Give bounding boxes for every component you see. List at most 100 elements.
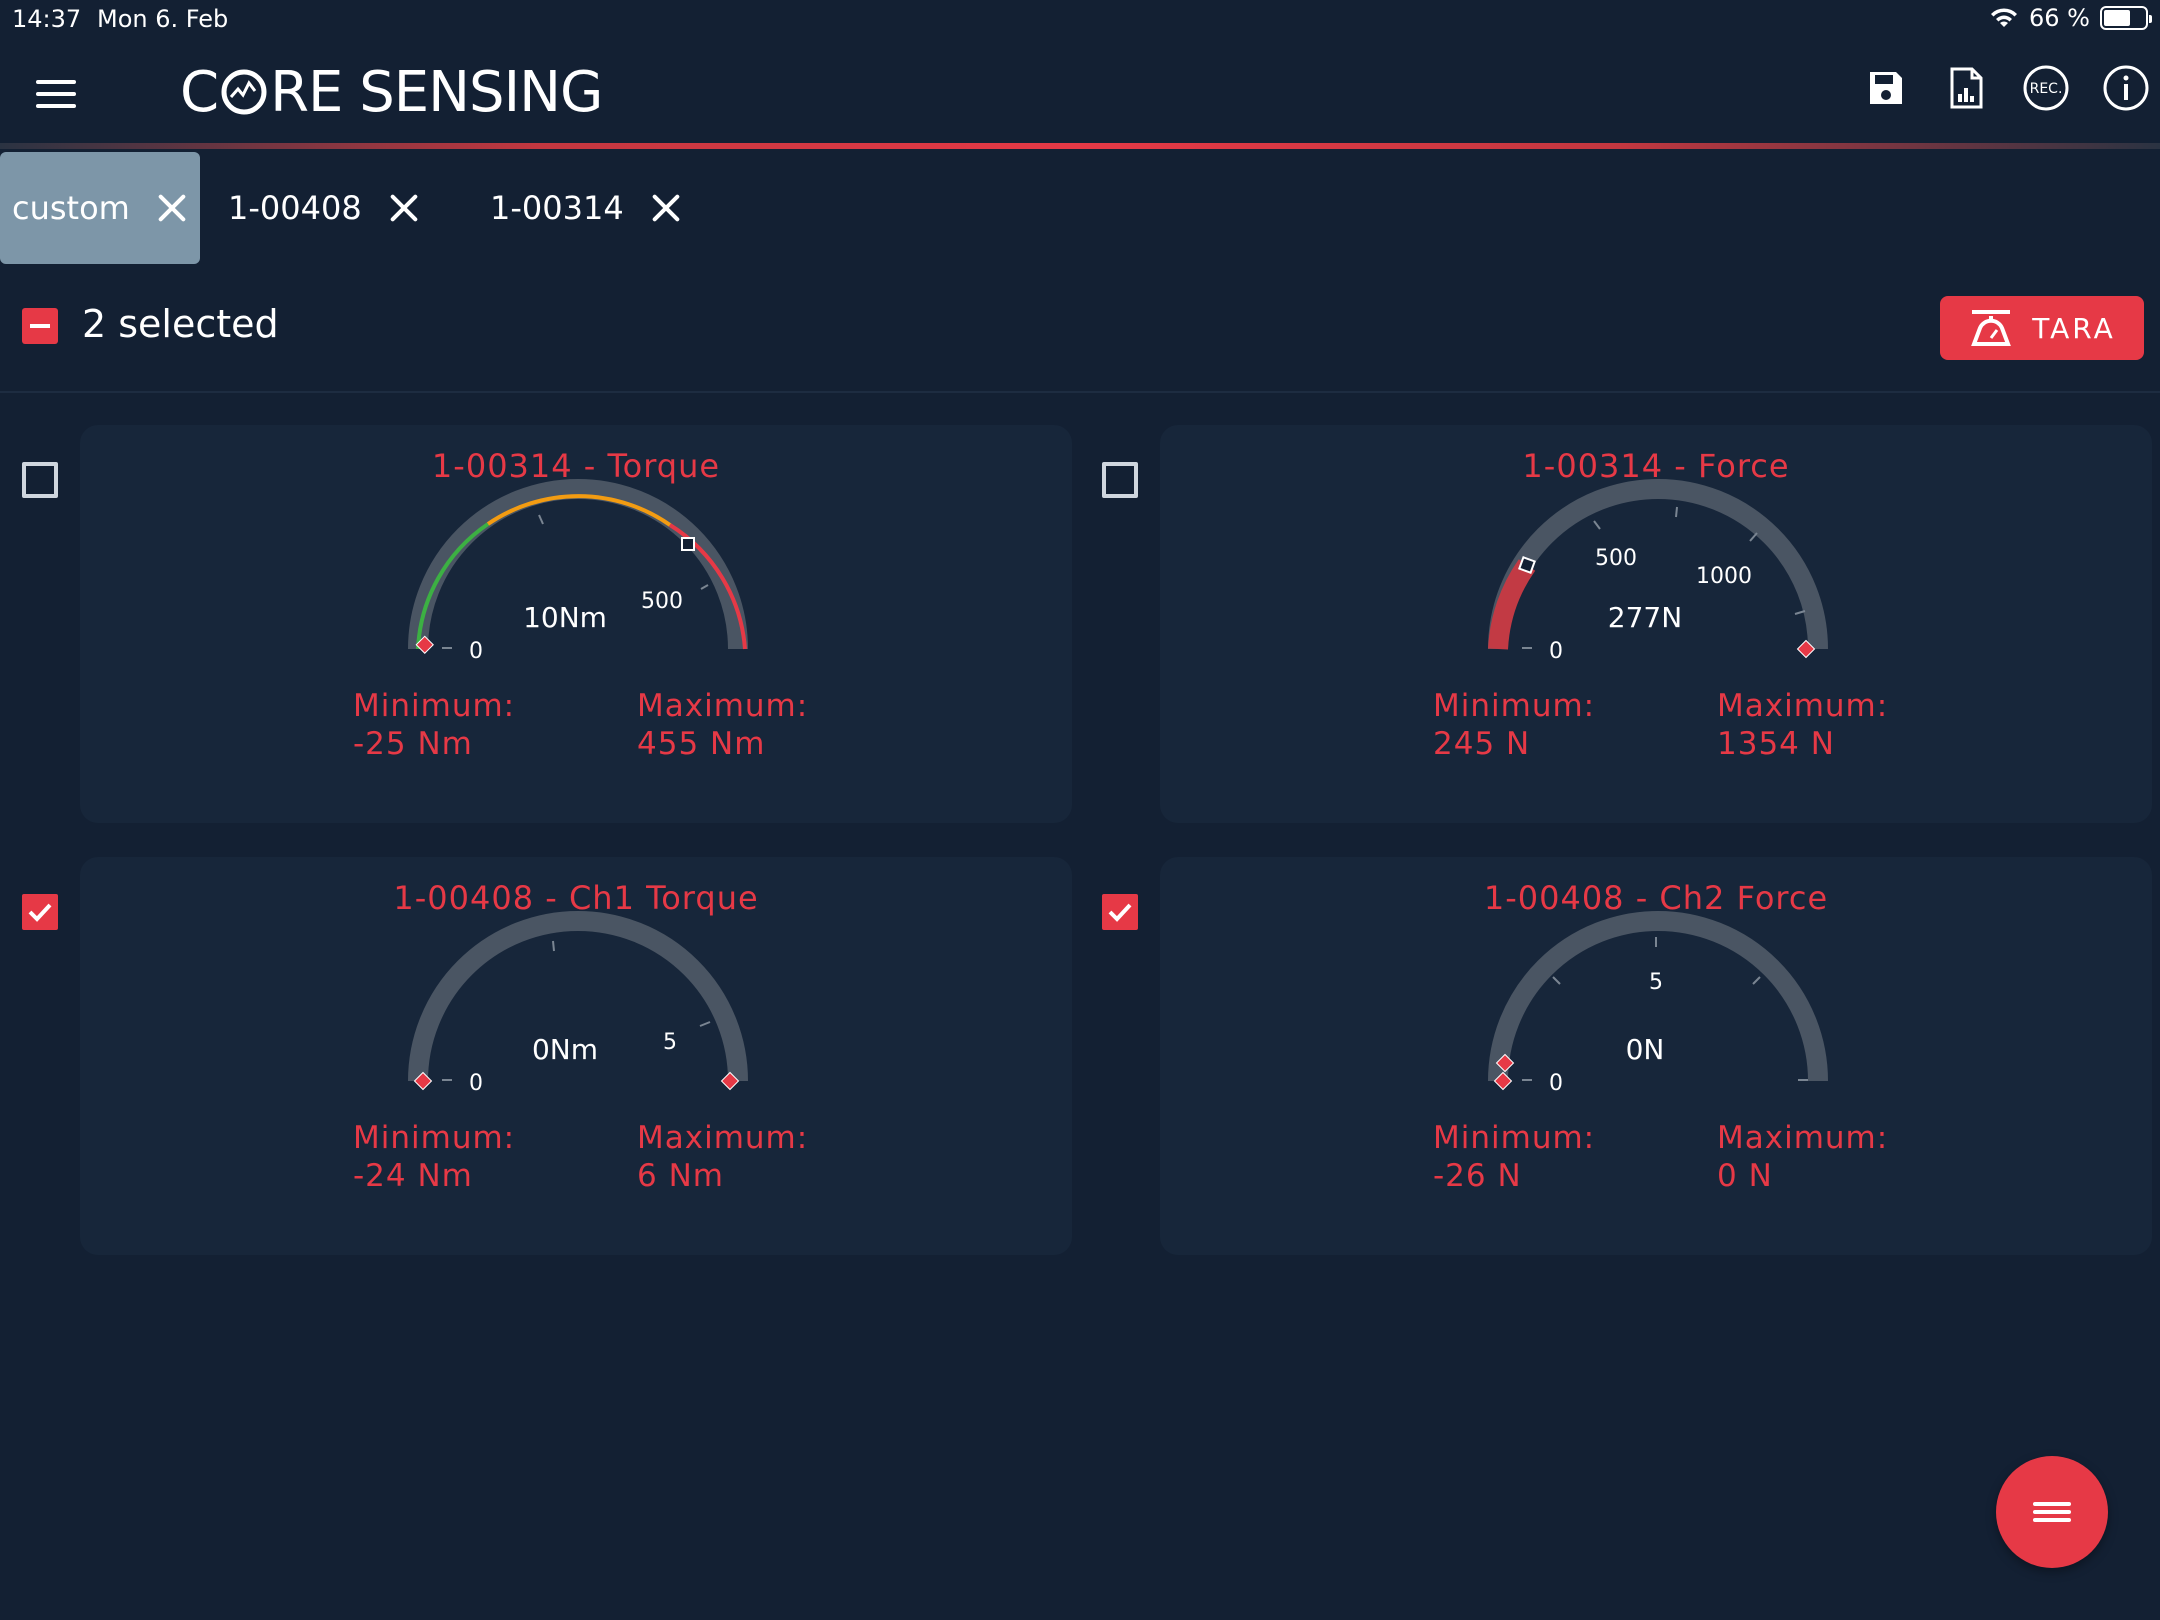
brand-logo: C RE SENSING xyxy=(180,60,603,125)
gauge-title: 1-00314 - Force xyxy=(1522,447,1790,485)
gauge-title: 1-00408 - Ch1 Torque xyxy=(393,879,759,917)
status-time: 14:37 xyxy=(12,5,82,33)
gauge-maximum: Maximum: 1354 N xyxy=(1717,688,1889,762)
app-bar-divider xyxy=(0,143,2160,149)
tab-label: 1-00408 xyxy=(228,189,362,227)
brand-logo-o-icon xyxy=(221,69,267,115)
svg-text:REC.: REC. xyxy=(2030,81,2063,97)
battery-icon xyxy=(2100,6,2152,30)
gauge-tick xyxy=(1552,976,1561,985)
close-icon[interactable] xyxy=(156,192,188,224)
gauge-maximum: Maximum: 6 Nm xyxy=(637,1120,809,1194)
gauge-max-marker xyxy=(720,1071,740,1091)
gauge-value-arc xyxy=(1488,559,1536,650)
gauge-tick xyxy=(699,1021,711,1027)
gauge-dial: 0 500 10Nm xyxy=(408,479,748,664)
tara-label: TARA xyxy=(2032,311,2116,345)
gauge-checkbox[interactable] xyxy=(22,894,58,930)
gauge-tick xyxy=(1593,520,1601,530)
report-button[interactable] xyxy=(1942,64,1990,112)
gauge-maximum: Maximum: 455 Nm xyxy=(637,688,809,762)
tab-1-00408[interactable]: 1-00408 xyxy=(216,152,478,264)
gauge-card[interactable]: 1-00314 - Force 0 500 1000 277N Minimum:… xyxy=(1160,425,2152,823)
gauge-value: 0N xyxy=(1626,1033,1665,1066)
app-bar: C RE SENSING REC. xyxy=(0,40,2160,146)
select-all-checkbox[interactable] xyxy=(22,308,58,344)
wifi-icon xyxy=(1991,8,2018,27)
gauge-tick-label: 500 xyxy=(641,589,683,614)
gauge-value: 10Nm xyxy=(523,601,607,634)
app-actions: REC. xyxy=(1862,64,2150,112)
status-right: 66 % xyxy=(1989,4,2152,32)
gauge-tick xyxy=(1752,976,1761,985)
gauge-track xyxy=(408,911,748,1082)
gauge-zone-orange xyxy=(486,494,672,527)
checkmark-icon xyxy=(1108,903,1132,922)
tab-custom[interactable]: custom xyxy=(0,152,200,264)
save-button[interactable] xyxy=(1862,64,1910,112)
gauge-tick-label: 0 xyxy=(1549,1071,1563,1096)
scale-icon xyxy=(1971,310,2012,346)
tab-1-00314[interactable]: 1-00314 xyxy=(478,152,718,264)
device-tabs: custom 1-00408 1-00314 xyxy=(0,152,718,264)
close-icon[interactable] xyxy=(388,192,420,224)
gauge-title: 1-00314 - Torque xyxy=(431,447,721,485)
gauge-minimum: Minimum: -24 Nm xyxy=(353,1120,516,1194)
tab-label: 1-00314 xyxy=(490,189,624,227)
status-bar: 14:37 Mon 6. Feb 66 % xyxy=(0,0,2160,40)
menu-button[interactable] xyxy=(36,80,76,108)
gauge-value-marker xyxy=(681,537,695,551)
gauge-card[interactable]: 1-00408 - Ch1 Torque 0 5 0Nm Minimum: -24… xyxy=(80,857,1072,1255)
fab-menu-button[interactable] xyxy=(1996,1456,2108,1568)
rec-icon: REC. xyxy=(2023,65,2069,111)
gauge-tick-label: 5 xyxy=(663,1030,677,1055)
gauge-tick-label: 0 xyxy=(469,639,483,664)
gauge-tick-label: 5 xyxy=(1649,970,1663,995)
gauge-card[interactable]: 1-00314 - Torque 0 500 10Nm Minimum: -25 … xyxy=(80,425,1072,823)
gauge-checkbox[interactable] xyxy=(22,462,58,498)
gauge-tick-label: 500 xyxy=(1595,546,1637,571)
gauge-max-marker xyxy=(1495,1053,1515,1073)
gauge-zone-red xyxy=(668,523,747,650)
gauge-min-marker xyxy=(413,1071,433,1091)
gauge-maximum: Maximum: 0 N xyxy=(1717,1120,1889,1194)
gauge-dial: 0 500 1000 277N xyxy=(1488,479,1828,664)
gauge-tick xyxy=(700,584,709,590)
gauge-tick xyxy=(538,514,544,525)
status-date: Mon 6. Feb xyxy=(97,5,229,33)
gauge-minimum: Minimum: 245 N xyxy=(1433,688,1596,762)
checkmark-icon xyxy=(28,903,52,922)
gauge-tick xyxy=(1675,506,1678,518)
gauge-tick-label: 0 xyxy=(469,1071,483,1096)
save-icon xyxy=(1870,72,1902,104)
tara-button[interactable]: TARA xyxy=(1940,296,2144,360)
gauge-checkbox[interactable] xyxy=(1102,462,1138,498)
gauge-checkbox[interactable] xyxy=(1102,894,1138,930)
gauge-tick-label: 0 xyxy=(1549,639,1563,664)
gauge-tick-label: 1000 xyxy=(1696,564,1752,589)
gauge-min-marker xyxy=(415,635,434,654)
section-divider xyxy=(0,391,2160,393)
gauge-value: 0Nm xyxy=(532,1033,598,1066)
gauge-minimum: Minimum: -25 Nm xyxy=(353,688,516,762)
gauge-value-marker xyxy=(1518,556,1536,574)
gauge-min-marker xyxy=(1493,1071,1513,1091)
gauge-value: 277N xyxy=(1608,601,1682,634)
close-icon[interactable] xyxy=(650,192,682,224)
tab-label: custom xyxy=(12,189,130,227)
record-button[interactable]: REC. xyxy=(2022,64,2070,112)
gauge-zone-green xyxy=(416,522,490,650)
gauge-track xyxy=(1488,911,1828,1082)
selection-bar: 2 selected TARA xyxy=(0,290,2160,400)
gauge-max-marker xyxy=(1796,639,1816,659)
battery-percent: 66 % xyxy=(2029,4,2090,32)
gauge-tick xyxy=(1794,610,1806,615)
report-icon xyxy=(1950,67,1983,109)
selection-count: 2 selected xyxy=(82,302,279,346)
gauge-dial: 0 5 0Nm xyxy=(408,911,748,1096)
gauge-card[interactable]: 1-00408 - Ch2 Force 0 5 0N Minimum: -26 N… xyxy=(1160,857,2152,1255)
info-button[interactable] xyxy=(2102,64,2150,112)
gauge-tick xyxy=(552,940,555,952)
menu-icon xyxy=(2033,1498,2071,1526)
info-icon xyxy=(2103,65,2149,111)
